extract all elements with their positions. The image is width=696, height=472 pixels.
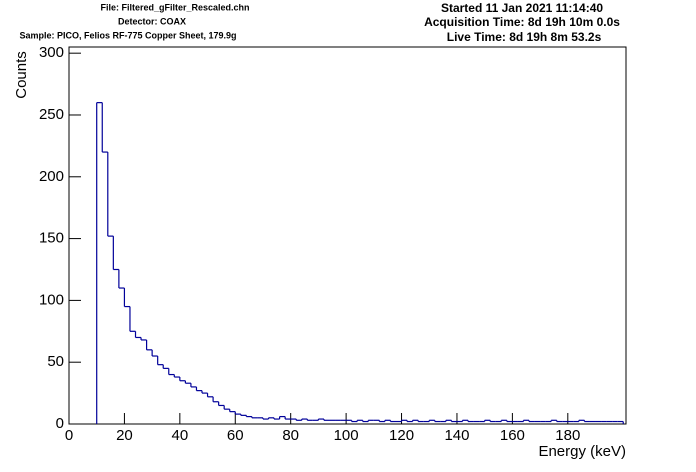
plot-frame <box>68 46 627 425</box>
x-tick-label: 140 <box>444 427 469 444</box>
file-label: File: Filtered_gFilter_Rescaled.chn <box>100 2 249 12</box>
y-tick-label: 50 <box>47 353 64 370</box>
x-tick-label: 40 <box>172 427 189 444</box>
y-tick-label: 200 <box>39 168 64 185</box>
acquisition-label: Acquisition Time: 8d 19h 10m 0.0s <box>424 15 620 29</box>
x-tick-label: 20 <box>116 427 133 444</box>
x-tick-label: 180 <box>555 427 580 444</box>
x-tick-label: 80 <box>282 427 299 444</box>
y-tick-label: 0 <box>56 415 64 432</box>
x-tick-label: 0 <box>65 427 73 444</box>
x-tick-label: 160 <box>500 427 525 444</box>
y-tick-label: 250 <box>39 106 64 123</box>
y-tick-label: 100 <box>39 291 64 308</box>
x-tick-label: 60 <box>227 427 244 444</box>
sample-label: Sample: PICO, Felios RF-775 Copper Sheet… <box>19 30 236 40</box>
x-axis-label: Energy (keV) <box>538 443 626 460</box>
detector-label: Detector: COAX <box>118 16 186 26</box>
live-time-label: Live Time: 8d 19h 8m 53.2s <box>447 30 602 44</box>
y-tick-label: 150 <box>39 230 64 247</box>
y-tick-label: 300 <box>39 44 64 61</box>
x-tick-label: 100 <box>334 427 359 444</box>
y-axis-label: Counts <box>13 51 30 99</box>
x-tick-label: 120 <box>389 427 414 444</box>
started-label: Started 11 Jan 2021 11:14:40 <box>441 1 603 15</box>
